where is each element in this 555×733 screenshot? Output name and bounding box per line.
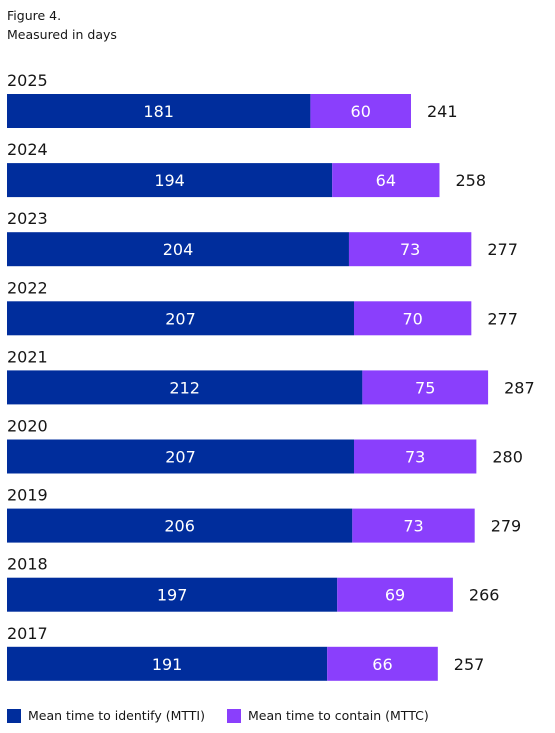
total-label: 257 [454, 655, 485, 674]
data-label-mtti: 204 [163, 240, 194, 259]
bar-segment-mttc [362, 370, 489, 405]
bar-segment-mttc [353, 439, 477, 474]
year-label: 2020 [7, 417, 48, 436]
bar-segment-mttc [348, 232, 472, 267]
data-label-mttc: 73 [403, 517, 423, 536]
total-label: 266 [469, 586, 500, 605]
data-label-mttc: 60 [351, 102, 371, 121]
data-label-mttc: 66 [372, 655, 392, 674]
bar-segment-mttc [327, 646, 438, 681]
year-label: 2022 [7, 278, 48, 297]
data-label-mtti: 206 [164, 517, 195, 536]
bar-segment-mtti [7, 370, 363, 405]
bar-segment-mtti [7, 646, 328, 681]
figure-label: Figure 4. [7, 8, 62, 23]
bar-segment-mtti [7, 508, 353, 543]
data-label-mtti: 191 [152, 655, 183, 674]
chart-header: Figure 4. Measured in days [7, 6, 117, 44]
total-label: 279 [491, 517, 522, 536]
year-label: 2024 [7, 140, 48, 159]
bar-segment-mtti [7, 439, 354, 474]
bar-segment-mtti [7, 94, 311, 128]
data-label-mtti: 207 [165, 309, 196, 328]
data-label-mtti: 212 [169, 378, 200, 397]
bar-segment-mttc [310, 94, 411, 128]
legend-swatch-mtti [7, 708, 21, 723]
data-label-mtti: 197 [157, 586, 188, 605]
year-label: 2018 [7, 555, 48, 574]
data-label-mttc: 69 [385, 586, 405, 605]
total-label: 258 [455, 171, 486, 190]
data-label-mttc: 73 [400, 240, 420, 259]
bar-segment-mtti [7, 301, 354, 336]
data-label-mttc: 64 [376, 171, 396, 190]
data-label-mtti: 181 [143, 102, 174, 121]
bar-segment-mttc [352, 508, 475, 543]
data-label-mttc: 73 [405, 448, 425, 467]
stacked-bar-chart: 2025 181 60 241 2024 194 64 258 2023 204 73 277 2022… [7, 71, 535, 681]
legend-item-mttc: Mean time to contain (MTTC) [227, 708, 429, 723]
year-label: 2023 [7, 209, 48, 228]
data-label-mtti: 207 [165, 448, 196, 467]
total-label: 277 [487, 309, 518, 328]
data-label-mtti: 194 [154, 171, 185, 190]
legend-swatch-mttc [227, 708, 241, 723]
total-label: 241 [427, 102, 458, 121]
year-label: 2017 [7, 624, 48, 643]
data-label-mttc: 70 [402, 309, 422, 328]
legend-item-mtti: Mean time to identify (MTTI) [7, 708, 205, 723]
bar-segment-mttc [332, 163, 440, 198]
bar-segment-mttc [337, 577, 453, 612]
data-label-mttc: 75 [415, 378, 435, 397]
year-label: 2019 [7, 486, 48, 505]
year-label: 2021 [7, 347, 48, 366]
legend-label-mttc: Mean time to contain (MTTC) [248, 708, 429, 723]
chart-legend: Mean time to identify (MTTI) Mean time t… [7, 708, 451, 723]
bar-segment-mttc [353, 301, 472, 336]
total-label: 277 [487, 240, 518, 259]
total-label: 287 [504, 378, 535, 397]
chart-subtitle: Measured in days [7, 27, 117, 42]
total-label: 280 [492, 448, 523, 467]
bar-segment-mtti [7, 577, 338, 612]
bar-segment-mtti [7, 232, 349, 267]
year-label: 2025 [7, 71, 48, 90]
legend-label-mtti: Mean time to identify (MTTI) [28, 708, 205, 723]
bar-segment-mtti [7, 163, 333, 198]
